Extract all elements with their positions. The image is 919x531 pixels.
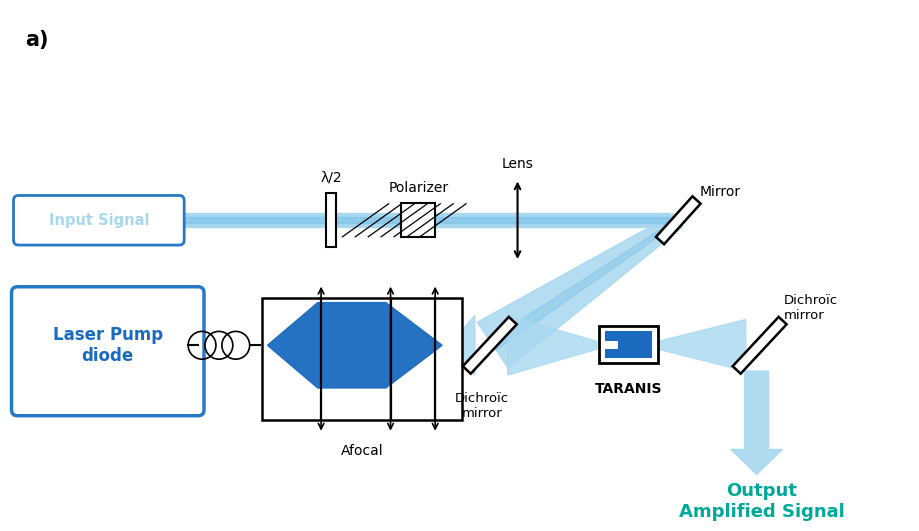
Bar (604, 341, 617, 349)
Text: Laser Pump
diode: Laser Pump diode (52, 326, 163, 365)
Text: Dichroïc
mirror: Dichroïc mirror (783, 294, 836, 322)
Polygon shape (655, 196, 700, 244)
Text: a): a) (26, 30, 49, 50)
Text: λ/2: λ/2 (320, 170, 342, 185)
Text: TARANIS: TARANIS (595, 382, 662, 396)
Text: Input Signal: Input Signal (49, 213, 149, 228)
FancyBboxPatch shape (12, 287, 204, 416)
Bar (18, 213, 670, 227)
Polygon shape (730, 371, 781, 474)
Text: Lens: Lens (501, 157, 533, 170)
Polygon shape (489, 219, 678, 350)
Text: Polarizer: Polarizer (388, 182, 448, 195)
Text: Afocal: Afocal (340, 444, 382, 458)
Bar (401, 203, 435, 237)
Polygon shape (477, 213, 682, 369)
Polygon shape (267, 303, 442, 388)
Polygon shape (658, 320, 745, 371)
Polygon shape (462, 317, 516, 374)
Text: Dichroïc
mirror: Dichroïc mirror (454, 392, 508, 420)
Polygon shape (732, 317, 786, 374)
Bar (598, 327, 658, 363)
Bar (325, 193, 335, 247)
Bar (261, 298, 461, 419)
Text: Output
Amplified Signal: Output Amplified Signal (678, 482, 844, 521)
Polygon shape (459, 315, 474, 375)
Bar (604, 331, 652, 358)
Text: Mirror: Mirror (699, 185, 741, 200)
Polygon shape (507, 315, 596, 375)
FancyBboxPatch shape (14, 195, 184, 245)
Bar (18, 217, 670, 223)
